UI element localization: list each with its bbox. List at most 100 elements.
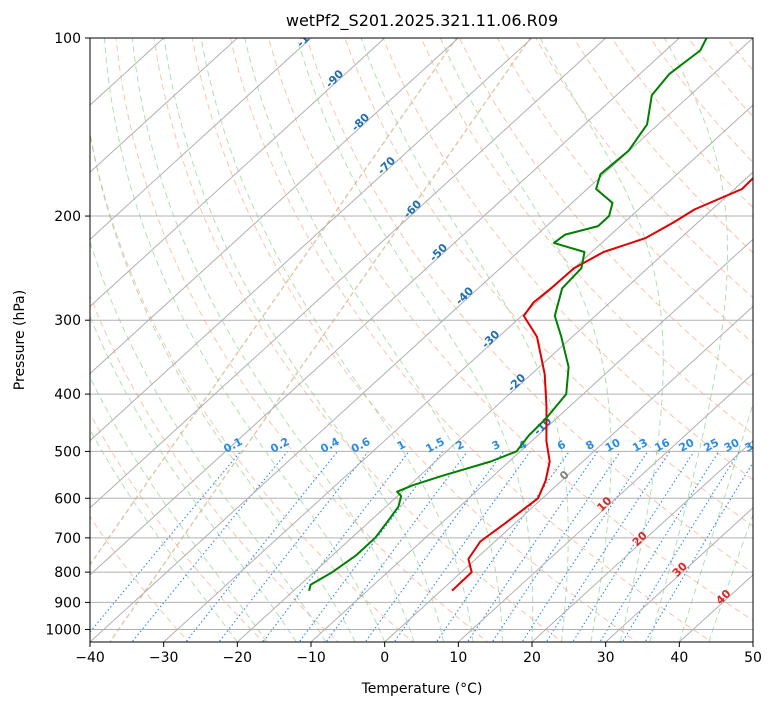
moist-adiabat	[678, 401, 753, 642]
dry-adiabat	[153, 38, 564, 642]
moist-adiabat	[90, 428, 238, 642]
mixing-ratio-label: 1.5	[423, 435, 446, 456]
mixing-ratio-line	[90, 451, 242, 633]
moist-adiabat	[439, 38, 612, 642]
dewpoint-line	[308, 38, 708, 591]
dry-adiabat	[382, 38, 753, 481]
background-labels: 0.1 0.2 0.4 0.6 1 1.5 2 3 4 6 8 10 13 16 20 25 30 36-100-…	[221, 21, 753, 607]
mixing-ratio-label: 30	[722, 436, 742, 455]
isotherm-line	[90, 38, 680, 576]
dry-adiabat	[496, 38, 753, 344]
mixing-ratio-line	[393, 451, 531, 642]
isotherm-label: -80	[349, 110, 372, 133]
y-tick-label: 500	[54, 444, 81, 460]
y-tick-label: 200	[54, 209, 81, 225]
warm-isotherm-label: 40	[713, 587, 733, 607]
mixing-ratio-label: 0.2	[268, 435, 291, 456]
dry-adiabat	[611, 38, 753, 209]
dry-adiabat	[687, 38, 753, 118]
y-tick-label: 900	[54, 595, 81, 611]
isotherm-line	[310, 238, 753, 642]
dry-adiabat	[191, 38, 638, 642]
x-tick-label: 10	[449, 650, 467, 666]
y-axis-label: Pressure (hPa)	[12, 290, 28, 390]
mixing-ratio-label: 25	[701, 436, 721, 455]
x-axis: −40 −30 −20 −10 0 10 20 30 40 50	[75, 642, 762, 666]
isotherm-label: -10	[531, 414, 554, 437]
x-tick-label: 0	[380, 650, 389, 666]
moist-adiabat	[296, 38, 534, 642]
moist-adiabat	[90, 130, 356, 642]
dry-adiabat	[90, 515, 190, 642]
dry-adiabat	[649, 38, 753, 163]
moist-adiabat	[90, 315, 297, 642]
mixing-ratio-line	[521, 451, 649, 642]
moist-adiabat	[163, 38, 445, 642]
isohume-line	[90, 38, 458, 566]
isotherm-line	[531, 439, 753, 642]
y-tick-label: 1000	[45, 622, 81, 638]
background-lines	[90, 38, 753, 642]
dry-adiabat	[306, 38, 753, 574]
isotherm-label: -100	[294, 21, 323, 50]
temperature-line	[451, 176, 753, 592]
mixing-ratio-line	[218, 451, 369, 642]
isotherm-line	[457, 372, 753, 642]
isotherm-line	[605, 507, 753, 642]
mixing-ratio-label: 20	[677, 436, 697, 455]
mixing-ratio-line	[491, 451, 621, 642]
mixing-ratio-label: 1	[395, 438, 408, 453]
y-tick-label: 600	[54, 491, 81, 507]
mixing-ratio-line	[298, 451, 444, 642]
mixing-ratio-line	[131, 451, 289, 642]
isotherm-line	[90, 38, 607, 509]
mixing-ratio-line	[325, 451, 468, 642]
dry-adiabat	[115, 38, 489, 642]
mixing-ratio-label: 3	[490, 438, 503, 453]
isotherm-line	[90, 38, 533, 442]
dry-adiabat	[726, 38, 753, 72]
moist-adiabat	[131, 38, 415, 642]
x-tick-label: −10	[296, 650, 326, 666]
mixing-ratio-line	[364, 451, 505, 642]
data-series	[308, 38, 753, 592]
x-tick-label: −30	[149, 650, 179, 666]
isotherm-label: -60	[401, 197, 424, 220]
moist-adiabat	[708, 513, 753, 642]
mixing-ratio-line	[572, 451, 695, 642]
mixing-ratio-line	[435, 451, 570, 642]
dry-adiabat	[90, 294, 339, 642]
x-tick-label: 40	[670, 650, 688, 666]
isotherm-label: -90	[323, 67, 346, 90]
moist-adiabat	[90, 240, 327, 642]
mixing-ratio-line	[185, 451, 339, 642]
mixing-ratio-line	[545, 451, 671, 642]
x-tick-label: −20	[223, 650, 253, 666]
isotherm-line	[384, 305, 753, 642]
plot-frame	[89, 37, 754, 643]
warm-isotherm-label: 10	[594, 494, 614, 514]
dry-adiabat	[458, 38, 753, 389]
dry-adiabat	[573, 38, 753, 254]
isotherm-label: -40	[453, 284, 476, 307]
y-axis: 100 200 300 400 500 600 700 800 900 1000	[45, 31, 90, 638]
moist-adiabat	[360, 38, 569, 642]
isotherm-line	[90, 38, 238, 173]
mixing-ratio-label: 0.4	[318, 435, 342, 456]
x-tick-label: 50	[744, 650, 762, 666]
warm-isotherm-label: 30	[670, 559, 690, 579]
isotherm-line	[90, 38, 459, 375]
moist-adiabat	[649, 38, 728, 642]
mixing-ratio-label: 2	[453, 438, 466, 453]
x-tick-label: −40	[75, 650, 105, 666]
isotherm-label: -20	[505, 371, 528, 394]
x-tick-label: 20	[523, 650, 541, 666]
dry-adiabat	[344, 38, 753, 527]
isotherm-label: -70	[375, 154, 398, 177]
y-tick-label: 300	[54, 313, 81, 329]
mixing-ratio-label: 16	[652, 436, 672, 455]
mixing-ratio-label: 13	[630, 436, 650, 455]
mixing-ratio-line	[644, 461, 753, 642]
dry-adiabat	[268, 38, 753, 622]
